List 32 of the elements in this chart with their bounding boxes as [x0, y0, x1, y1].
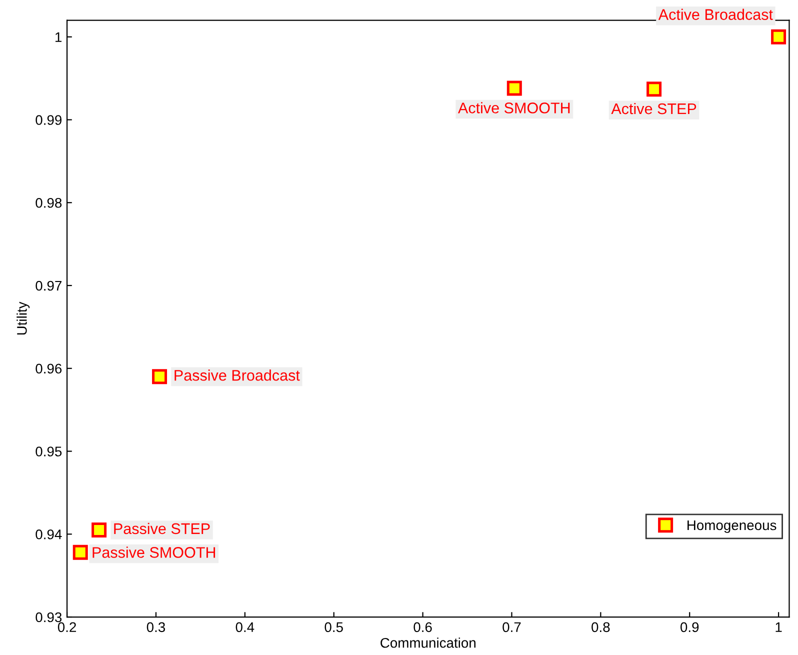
x-tick-label: 0.8 — [592, 622, 610, 632]
annotation: Active Broadcast — [658, 8, 773, 20]
point — [92, 522, 107, 538]
point — [72, 544, 88, 560]
x-tick-label: 1 — [776, 622, 782, 632]
y-tick-label: 0.97 — [36, 280, 62, 291]
x-tick-label: 0.9 — [680, 622, 699, 632]
y-tick-label: 0.94 — [36, 529, 62, 540]
annotation: Passive Broadcast — [174, 370, 300, 381]
annotation: Passive SMOOTH — [92, 546, 216, 558]
x-tick-label: 0.6 — [414, 622, 432, 632]
x-tick-label: 0.2 — [58, 622, 76, 632]
point — [506, 80, 522, 96]
annotation: Active SMOOTH — [458, 102, 570, 114]
x-tick-label: 0.3 — [146, 622, 166, 632]
annotation: Passive STEP — [114, 522, 210, 534]
point — [646, 82, 662, 97]
y-tick-label: 1 — [56, 32, 62, 42]
x-axis-title: Communication — [380, 638, 476, 648]
y-tick-label: 0.98 — [36, 198, 62, 208]
x-tick-label: 0.7 — [502, 622, 521, 632]
point — [152, 369, 168, 384]
x-tick-label: 0.5 — [324, 622, 343, 632]
y-tick-label: 0.95 — [36, 446, 62, 456]
y-tick-label: 0.96 — [36, 364, 62, 374]
x-tick-label: 0.4 — [236, 622, 254, 632]
annotation: Active STEP — [611, 102, 696, 114]
legend-label: Homogeneous — [688, 520, 776, 533]
y-tick-label: 0.99 — [36, 115, 62, 125]
y-axis-title: Utility — [16, 302, 30, 335]
y-tick-label: 0.93 — [36, 612, 62, 622]
point — [771, 29, 786, 44]
